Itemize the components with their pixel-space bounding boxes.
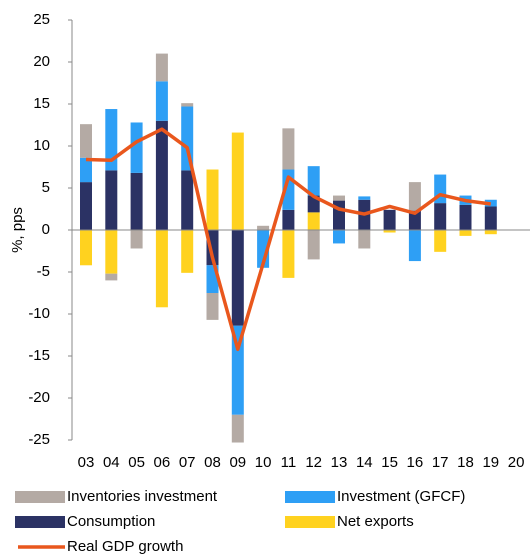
legend-swatch [285, 491, 335, 503]
x-tick-label: 07 [179, 454, 196, 471]
bar-segment [105, 230, 118, 274]
legend-swatch [15, 491, 65, 503]
bar-segment [434, 230, 447, 252]
x-tick-label: 12 [305, 454, 322, 471]
bar-segment [383, 209, 396, 230]
bar-segment [130, 230, 143, 249]
x-tick-label: 11 [281, 454, 297, 471]
y-tick-label: -20 [28, 389, 50, 406]
bar-segment [408, 230, 421, 262]
legend-swatch [15, 516, 65, 528]
y-tick-label: 5 [42, 179, 50, 196]
x-tick-label: 03 [78, 454, 95, 471]
x-tick-label: 16 [407, 454, 424, 471]
bar-segment [105, 109, 118, 171]
bar-segment [408, 182, 421, 211]
bar-segment [257, 225, 270, 230]
x-tick-label: 05 [128, 454, 145, 471]
x-tick-label: 19 [482, 454, 499, 471]
line [85, 127, 492, 352]
bar-segment [358, 196, 371, 200]
legend-label: Investment (GFCF) [337, 488, 465, 505]
legend-label: Real GDP growth [67, 538, 183, 555]
y-axis-title: %, pps [9, 207, 26, 253]
bar-segment [333, 230, 345, 244]
legend-label: Net exports [337, 513, 414, 530]
bar-segment [358, 230, 371, 249]
bar-segment [181, 230, 194, 273]
x-tick-label: 10 [255, 454, 272, 471]
bar-segment [206, 293, 219, 320]
x-tick-label: 04 [103, 454, 120, 471]
x-tick-label: 14 [356, 454, 373, 471]
y-tick-label: -15 [28, 347, 50, 364]
legend-swatch [285, 516, 335, 528]
bar-segment [181, 170, 194, 230]
bar-segment [231, 414, 244, 443]
legend-label: Inventories investment [67, 488, 218, 505]
bar-segment [231, 132, 244, 230]
y-tick-label: 25 [33, 11, 50, 28]
bar-segment [80, 124, 92, 158]
bar-segment [105, 273, 118, 281]
bar-segment [206, 169, 219, 230]
bar-segment [459, 204, 472, 230]
x-tick-label: 17 [432, 454, 449, 471]
y-tick-label: -25 [28, 431, 50, 448]
y-tick-label: -10 [28, 305, 50, 322]
bar-segment [80, 230, 92, 266]
bar-segment [130, 172, 143, 230]
x-tick-label: 18 [457, 454, 474, 471]
bar-segment [231, 230, 244, 326]
bar-segment [282, 128, 295, 170]
bar-segment [333, 195, 345, 201]
x-tick-label: 20 [508, 454, 525, 471]
bar-segment [307, 166, 320, 196]
bar-segment [282, 209, 295, 230]
bar-segment [434, 203, 447, 230]
bar-segment [282, 230, 295, 278]
bar-segment [155, 53, 168, 82]
legend-label: Consumption [67, 513, 155, 530]
x-tick-label: 08 [204, 454, 221, 471]
y-tick-label: 10 [33, 137, 50, 154]
bar-segment [231, 325, 244, 415]
bar-segment [155, 81, 168, 121]
bar-segment [105, 170, 118, 230]
y-tick-label: -5 [37, 263, 50, 280]
x-tick-label: 09 [229, 454, 246, 471]
bar-segment [181, 103, 194, 107]
bar-segment [80, 157, 92, 183]
bar-segment [383, 230, 396, 233]
bar-segment [307, 230, 320, 260]
bar-segment [484, 230, 497, 235]
bar-segment [155, 120, 168, 230]
bar-segment [307, 212, 320, 230]
x-tick-label: 13 [331, 454, 348, 471]
x-tick-label: 15 [381, 454, 398, 471]
bar-segment [155, 230, 168, 308]
bar-segment [408, 210, 421, 230]
y-tick-label: 20 [33, 53, 50, 70]
y-tick-label: 15 [33, 95, 50, 112]
x-tick-label: 06 [154, 454, 171, 471]
bar-segment [80, 182, 92, 230]
bar-segment [484, 206, 497, 230]
bar-segment [459, 230, 472, 236]
y-tick-label: 0 [42, 221, 50, 238]
bar-segment [130, 122, 143, 173]
